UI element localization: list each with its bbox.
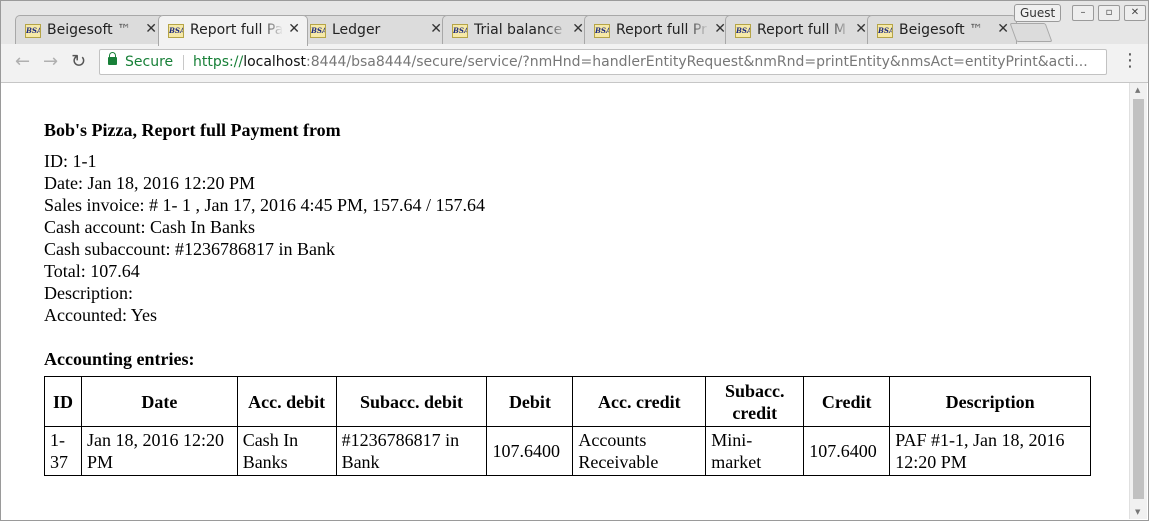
tab-report-full-m[interactable]: BSA Report full M ✕ bbox=[725, 15, 875, 45]
column-header: Acc. debit bbox=[236, 376, 337, 427]
table-cell: 1-37 bbox=[44, 426, 82, 476]
accounting-entries-table: ID Date Acc. debit Subacc. debit Debit A… bbox=[44, 376, 1091, 476]
field-date: Date: Jan 18, 2016 12:20 PM bbox=[44, 173, 255, 193]
field-cash-account: Cash account: Cash In Banks bbox=[44, 217, 255, 237]
page-title: Bob's Pizza, Report full Payment from bbox=[44, 120, 341, 140]
close-icon[interactable]: ✕ bbox=[714, 21, 726, 37]
tab-strip: BSA Beigesoft ™ ✕ BSA Report full Pa ✕ B… bbox=[1, 1, 1148, 46]
field-accounted: Accounted: Yes bbox=[44, 305, 157, 325]
bsa-favicon-icon: BSA bbox=[594, 24, 610, 38]
tab-title: Beigesoft ™ bbox=[47, 22, 132, 38]
table-cell: PAF #1-1, Jan 18, 2016 12:20 PM bbox=[889, 426, 1091, 476]
url-text[interactable]: https://localhost:8444/bsa8444/secure/se… bbox=[193, 54, 1088, 70]
lock-icon bbox=[108, 52, 117, 65]
tab-beigesoft-1[interactable]: BSA Beigesoft ™ ✕ bbox=[15, 15, 165, 45]
field-cash-subaccount: Cash subaccount: #1236786817 in Bank bbox=[44, 239, 335, 259]
scroll-down-icon[interactable]: ▼ bbox=[1135, 508, 1141, 516]
tab-title: Report full Pr bbox=[616, 22, 707, 38]
tab-beigesoft-2[interactable]: BSA Beigesoft ™ ✕ bbox=[867, 15, 1017, 45]
column-header: Credit bbox=[803, 376, 891, 427]
column-header: Subacc. credit bbox=[705, 376, 805, 427]
bsa-favicon-icon: BSA bbox=[735, 24, 751, 38]
tab-title: Beigesoft ™ bbox=[899, 22, 984, 38]
back-arrow-icon[interactable]: ← bbox=[15, 51, 31, 72]
profile-button[interactable]: Guest bbox=[1014, 4, 1062, 22]
column-header: Date bbox=[80, 376, 238, 427]
address-bar[interactable]: Secure https://localhost:8444/bsa8444/se… bbox=[99, 49, 1107, 75]
table-cell: Jan 18, 2016 12:20 PM bbox=[80, 426, 238, 476]
tab-title: Trial balance bbox=[474, 22, 563, 38]
tab-title: Report full M bbox=[757, 22, 846, 38]
minimize-icon[interactable]: – bbox=[1072, 5, 1094, 21]
close-icon[interactable]: ✕ bbox=[288, 21, 300, 37]
maximize-icon[interactable]: ▫ bbox=[1098, 5, 1120, 21]
close-icon[interactable]: ✕ bbox=[430, 21, 442, 37]
table-cell: Mini-market bbox=[705, 426, 805, 476]
kebab-menu-icon[interactable]: ⋮ bbox=[1121, 50, 1139, 71]
tab-report-full-payment[interactable]: BSA Report full Pa ✕ bbox=[158, 15, 308, 46]
tab-ledger[interactable]: BSA Ledger ✕ bbox=[300, 15, 450, 45]
table-header-row: ID Date Acc. debit Subacc. debit Debit A… bbox=[44, 376, 1091, 427]
entries-heading: Accounting entries: bbox=[44, 349, 195, 369]
bsa-favicon-icon: BSA bbox=[25, 24, 41, 38]
close-icon[interactable]: ✕ bbox=[572, 21, 584, 37]
tab-report-full-pr[interactable]: BSA Report full Pr ✕ bbox=[584, 15, 734, 45]
close-icon[interactable]: ✕ bbox=[997, 21, 1009, 37]
column-header: ID bbox=[44, 376, 82, 427]
bsa-favicon-icon: BSA bbox=[310, 24, 326, 38]
new-tab-button[interactable] bbox=[1009, 23, 1053, 42]
security-label: Secure bbox=[125, 54, 174, 70]
table-cell: Accounts Receivable bbox=[572, 426, 707, 476]
field-total: Total: 107.64 bbox=[44, 261, 140, 281]
table-row: 1-37 Jan 18, 2016 12:20 PM Cash In Banks… bbox=[44, 426, 1091, 476]
tab-title: Report full Pa bbox=[190, 22, 284, 38]
field-id: ID: 1-1 bbox=[44, 151, 97, 171]
column-header: Debit bbox=[486, 376, 574, 427]
column-header: Acc. credit bbox=[572, 376, 707, 427]
table-cell: #1236786817 in Bank bbox=[335, 426, 488, 476]
field-description: Description: bbox=[44, 283, 133, 303]
scroll-up-icon[interactable]: ▲ bbox=[1135, 86, 1141, 94]
table-cell: Cash In Banks bbox=[236, 426, 337, 476]
tab-trial-balance[interactable]: BSA Trial balance ✕ bbox=[442, 15, 592, 45]
vertical-scrollbar[interactable]: ▲ ▼ bbox=[1129, 83, 1147, 519]
column-header: Subacc. debit bbox=[335, 376, 488, 427]
scrollbar-thumb[interactable] bbox=[1133, 99, 1144, 499]
forward-arrow-icon[interactable]: → bbox=[43, 51, 59, 72]
field-sales-invoice: Sales invoice: # 1- 1 , Jan 17, 2016 4:4… bbox=[44, 195, 485, 215]
table-cell: 107.6400 bbox=[803, 426, 891, 476]
column-header: Description bbox=[889, 376, 1091, 427]
bsa-favicon-icon: BSA bbox=[877, 24, 893, 38]
bsa-favicon-icon: BSA bbox=[452, 24, 468, 38]
tab-title: Ledger bbox=[332, 22, 381, 38]
table-cell: 107.6400 bbox=[486, 426, 574, 476]
window-close-icon[interactable]: ✕ bbox=[1124, 5, 1146, 21]
close-icon[interactable]: ✕ bbox=[145, 21, 157, 37]
reload-icon[interactable]: ↻ bbox=[71, 51, 87, 72]
page-content: Bob's Pizza, Report full Payment from ID… bbox=[44, 119, 1091, 476]
close-icon[interactable]: ✕ bbox=[855, 21, 867, 37]
bsa-favicon-icon: BSA bbox=[168, 24, 184, 38]
browser-toolbar: ← → ↻ Secure https://localhost:8444/bsa8… bbox=[1, 44, 1148, 83]
